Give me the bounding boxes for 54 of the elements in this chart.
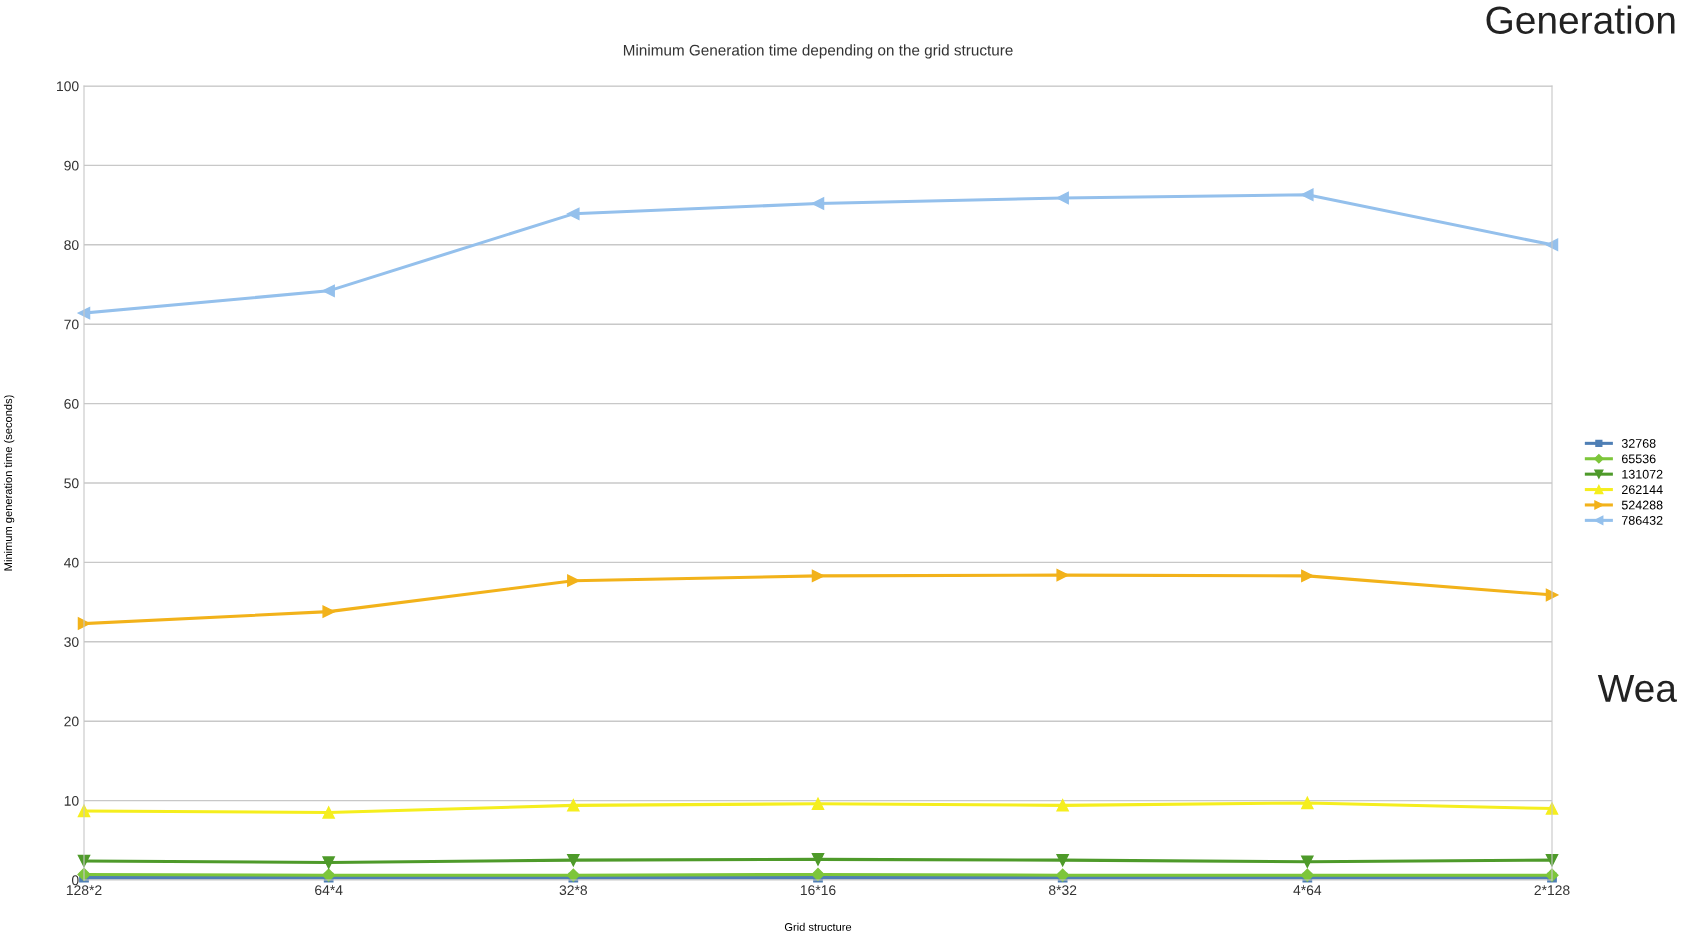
y-tick-label: 20 — [64, 716, 79, 727]
x-tick-label: 2*128 — [1534, 885, 1570, 896]
point — [811, 569, 825, 583]
x-tick-label: 128*2 — [66, 885, 102, 896]
point — [322, 806, 335, 819]
point — [1301, 796, 1314, 810]
x-tick-label: 4*64 — [1293, 885, 1322, 896]
y-tick-label: 60 — [64, 398, 79, 409]
point — [811, 797, 825, 811]
point — [1300, 868, 1314, 882]
legend-label: 65536 — [1621, 454, 1656, 464]
y-tick-label: 90 — [64, 160, 79, 171]
point — [811, 867, 825, 882]
y-tick-label: 100 — [57, 81, 79, 92]
y-tick-label: 80 — [64, 240, 79, 250]
point — [1301, 569, 1314, 583]
y-tick-label: 50 — [64, 478, 79, 489]
point — [567, 574, 580, 587]
chart-title: Minimum Generation time depending on the grid structure — [623, 44, 1013, 59]
point — [1056, 568, 1069, 582]
point — [322, 856, 335, 869]
point — [1301, 188, 1314, 202]
x-tick-label: 64*4 — [315, 885, 343, 896]
y-tick-label: 0 — [71, 875, 79, 886]
y-axis-title: Minimum generation time (seconds) — [3, 395, 15, 571]
point — [811, 853, 825, 866]
point — [1301, 855, 1314, 868]
y-tick-label: 30 — [64, 637, 79, 647]
point — [567, 853, 580, 867]
text: Generation — [1486, 5, 1675, 34]
point — [811, 197, 825, 210]
text: Wea — [1597, 674, 1677, 703]
point — [322, 868, 336, 882]
legend-label: 131072 — [1622, 469, 1663, 479]
point — [1056, 868, 1070, 882]
point — [322, 284, 335, 298]
x-axis-title: Grid structure — [784, 922, 852, 931]
y-tick-label: 40 — [64, 557, 79, 568]
point — [322, 605, 335, 618]
y-tick-label: 10 — [64, 795, 79, 806]
legend-label: 262144 — [1621, 485, 1663, 495]
x-tick-label: 32*8 — [559, 885, 588, 896]
point — [566, 868, 580, 882]
legend-label: 32768 — [1621, 439, 1656, 448]
point — [1056, 853, 1069, 867]
point — [1056, 191, 1069, 205]
legend-label: 786432 — [1622, 516, 1663, 525]
point — [567, 799, 580, 812]
x-tick-label: 8*32 — [1048, 885, 1077, 896]
legend-label: 524288 — [1621, 500, 1663, 510]
point — [1056, 799, 1069, 812]
y-tick-label: 70 — [64, 319, 79, 330]
point — [567, 207, 580, 221]
x-tick-label: 16*16 — [800, 885, 836, 896]
